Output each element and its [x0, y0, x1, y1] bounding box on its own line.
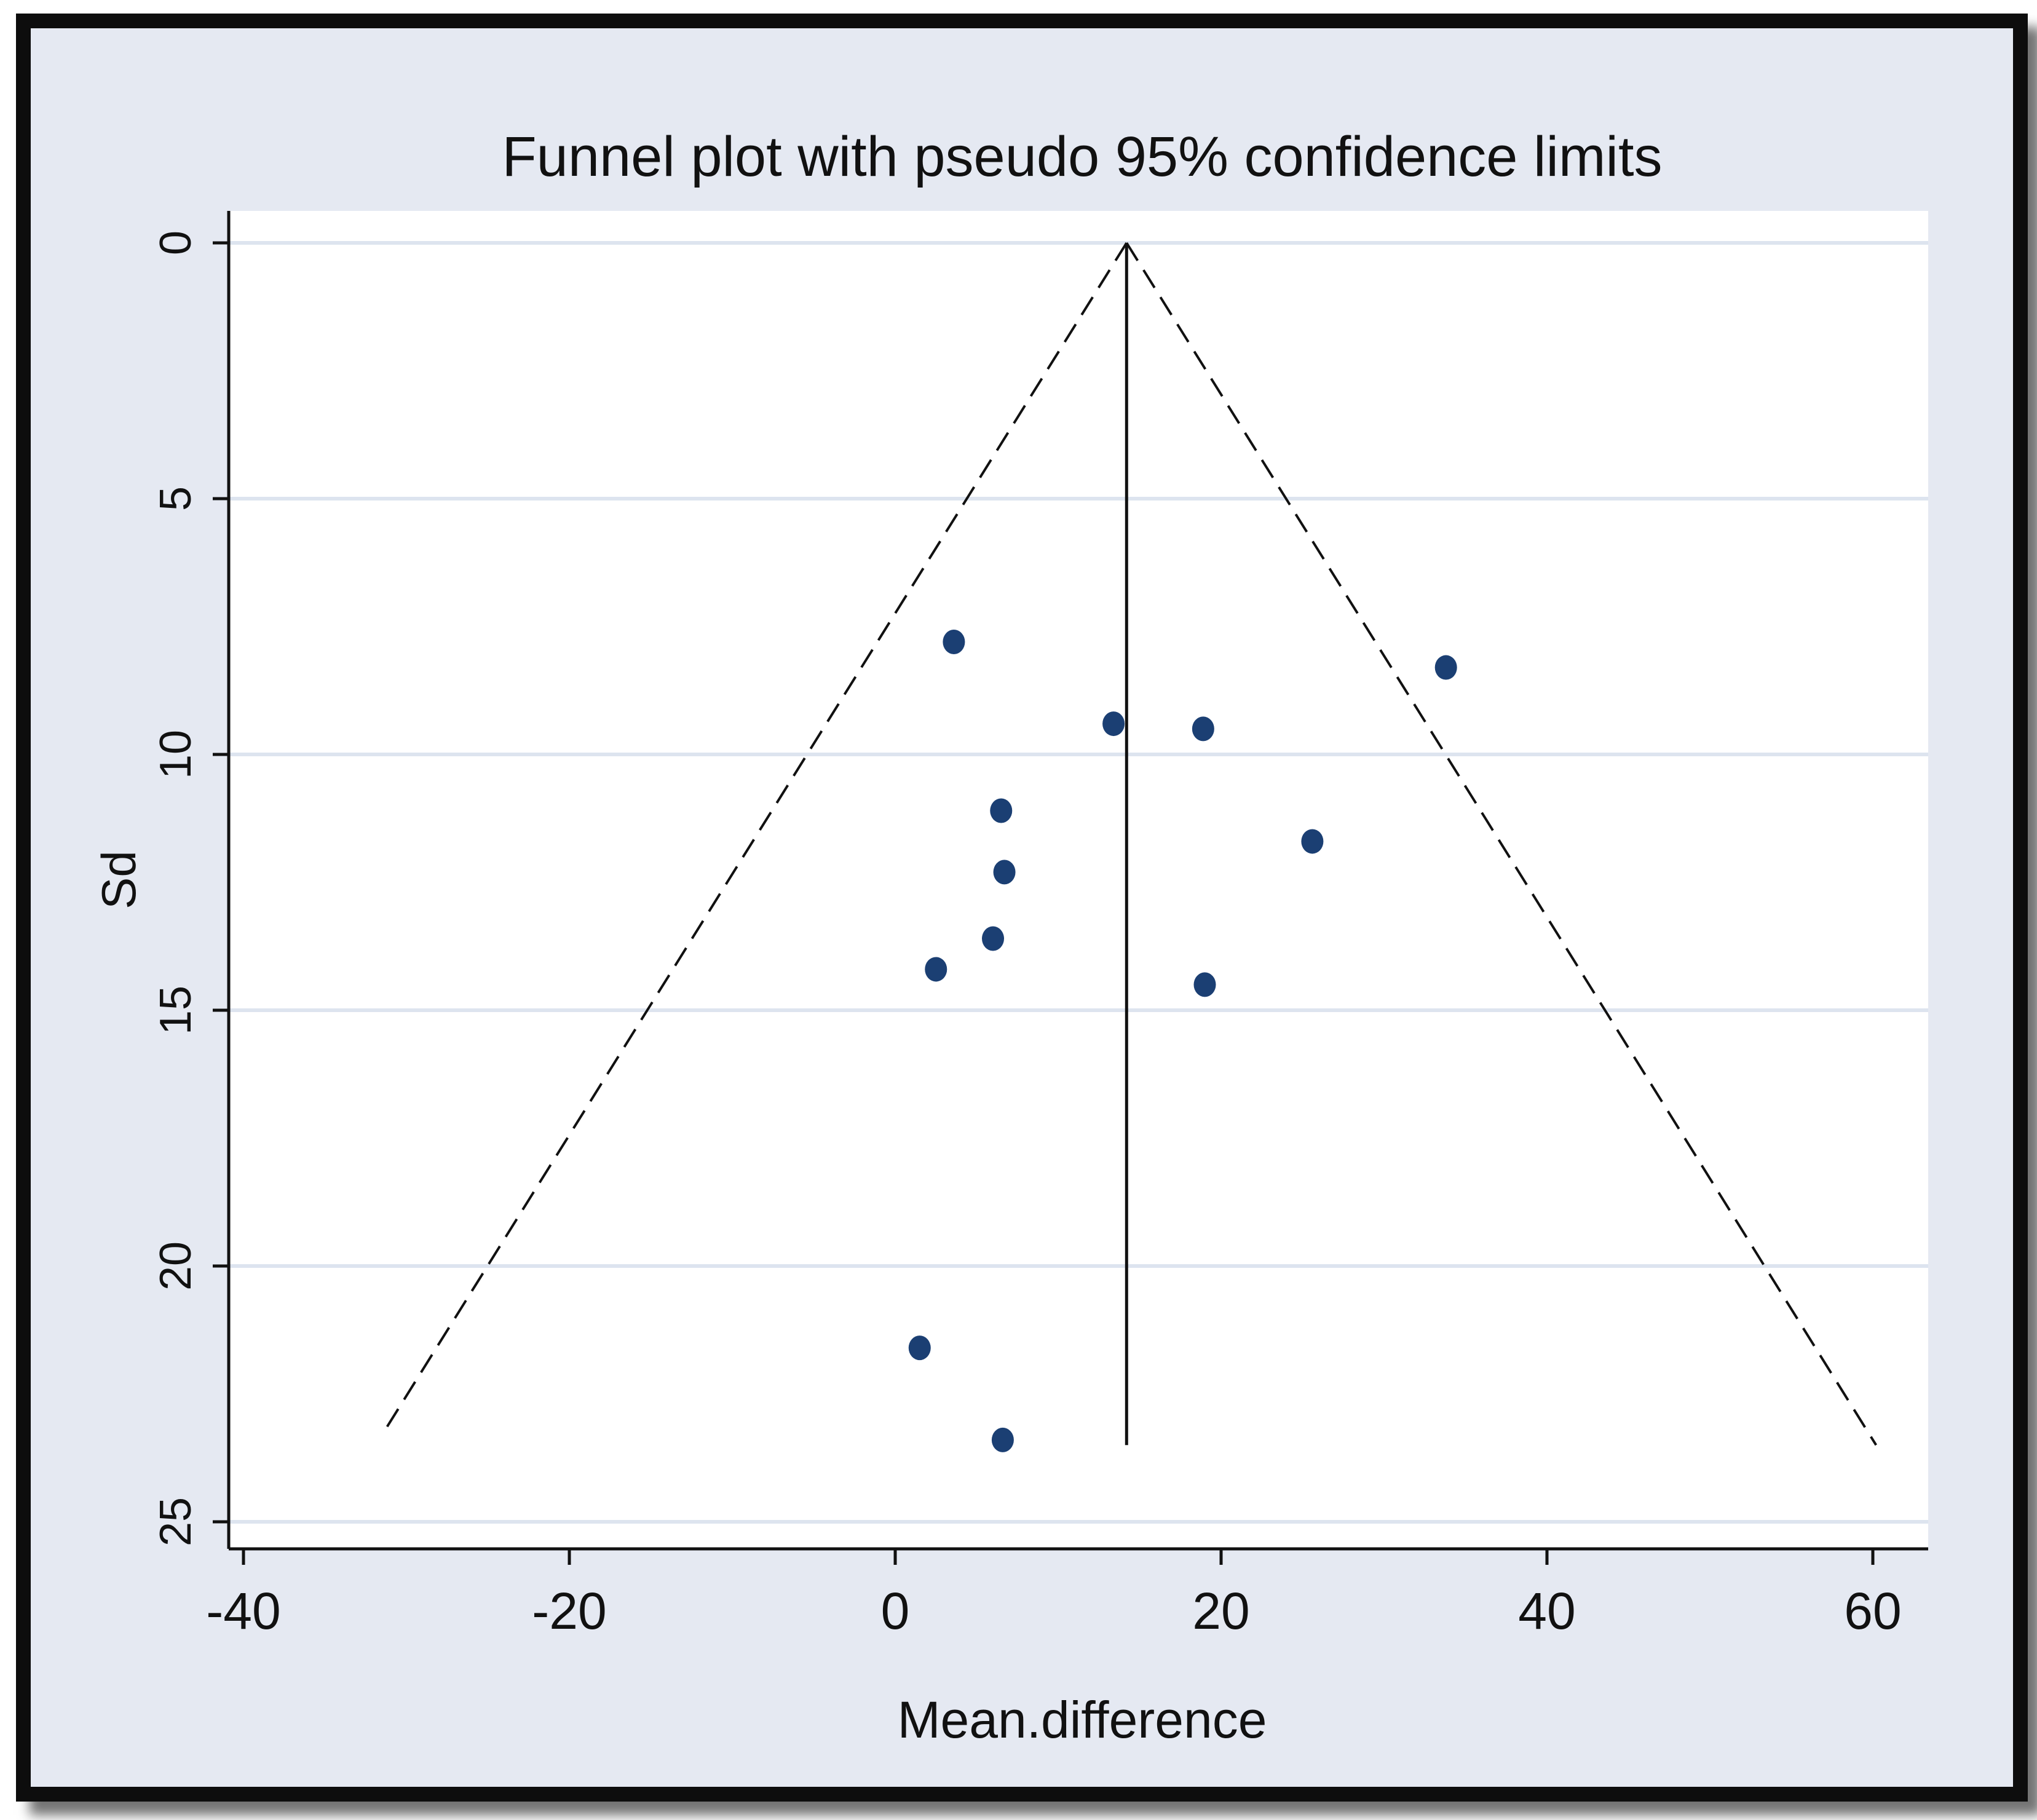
- study-point: [1434, 655, 1457, 680]
- study-point: [1102, 711, 1125, 737]
- y-tick-label: 15: [151, 986, 200, 1035]
- study-point: [908, 1335, 931, 1361]
- chart-title: Funnel plot with pseudo 95% confidence l…: [502, 125, 1662, 188]
- study-point: [993, 860, 1016, 885]
- y-tick-label: 10: [151, 730, 200, 779]
- y-tick-label: 0: [151, 231, 200, 255]
- study-point: [990, 798, 1013, 823]
- plot-area: [229, 211, 1928, 1549]
- chart-frame: Funnel plot with pseudo 95% confidence l…: [16, 14, 2028, 1802]
- study-point: [943, 629, 965, 654]
- study-point: [1192, 716, 1214, 742]
- study-point: [991, 1427, 1014, 1452]
- study-point: [1301, 829, 1324, 854]
- x-tick-label: 20: [1192, 1582, 1249, 1640]
- funnel-plot: Funnel plot with pseudo 95% confidence l…: [92, 125, 1928, 1749]
- study-point: [925, 957, 947, 982]
- x-tick-label: 60: [1844, 1582, 1901, 1640]
- study-point: [982, 926, 1004, 951]
- x-tick-label: 40: [1518, 1582, 1575, 1640]
- y-tick-label: 20: [151, 1241, 200, 1291]
- x-tick-label: -20: [532, 1582, 606, 1640]
- study-point: [1193, 972, 1216, 997]
- y-axis-label: Sd: [92, 850, 146, 909]
- funnel-left-limit: [384, 242, 1128, 1431]
- x-axis-label: Mean.difference: [898, 1691, 1267, 1749]
- x-tick-label: -40: [206, 1582, 280, 1640]
- funnel-right-limit: [1125, 242, 1877, 1446]
- y-tick-label: 5: [151, 486, 200, 511]
- x-tick-label: 0: [881, 1582, 910, 1640]
- y-tick-label: 25: [151, 1497, 200, 1546]
